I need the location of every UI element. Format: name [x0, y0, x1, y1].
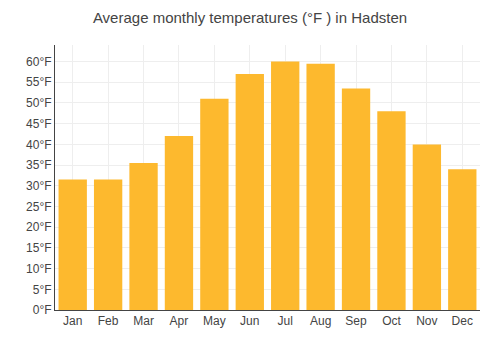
svg-text:Feb: Feb: [98, 314, 119, 328]
svg-text:30°F: 30°F: [26, 179, 51, 193]
svg-text:Jul: Jul: [278, 314, 293, 328]
svg-text:Mar: Mar: [133, 314, 154, 328]
svg-text:May: May: [203, 314, 226, 328]
svg-text:Apr: Apr: [170, 314, 189, 328]
svg-text:Average monthly temperatures (: Average monthly temperatures (°F ) in Ha…: [93, 9, 407, 26]
svg-text:50°F: 50°F: [26, 96, 51, 110]
svg-text:5°F: 5°F: [33, 283, 52, 297]
svg-text:15°F: 15°F: [26, 241, 51, 255]
svg-text:10°F: 10°F: [26, 262, 51, 276]
svg-text:20°F: 20°F: [26, 220, 51, 234]
svg-text:45°F: 45°F: [26, 117, 51, 131]
svg-text:25°F: 25°F: [26, 200, 51, 214]
svg-text:55°F: 55°F: [26, 75, 51, 89]
svg-text:Aug: Aug: [310, 314, 331, 328]
svg-text:Sep: Sep: [345, 314, 367, 328]
svg-text:60°F: 60°F: [26, 55, 51, 69]
svg-text:Jan: Jan: [63, 314, 82, 328]
svg-text:Jun: Jun: [240, 314, 259, 328]
svg-text:35°F: 35°F: [26, 158, 51, 172]
svg-text:Oct: Oct: [382, 314, 401, 328]
svg-text:Nov: Nov: [416, 314, 437, 328]
svg-text:0°F: 0°F: [33, 303, 52, 317]
svg-text:Dec: Dec: [452, 314, 473, 328]
svg-text:40°F: 40°F: [26, 138, 51, 152]
